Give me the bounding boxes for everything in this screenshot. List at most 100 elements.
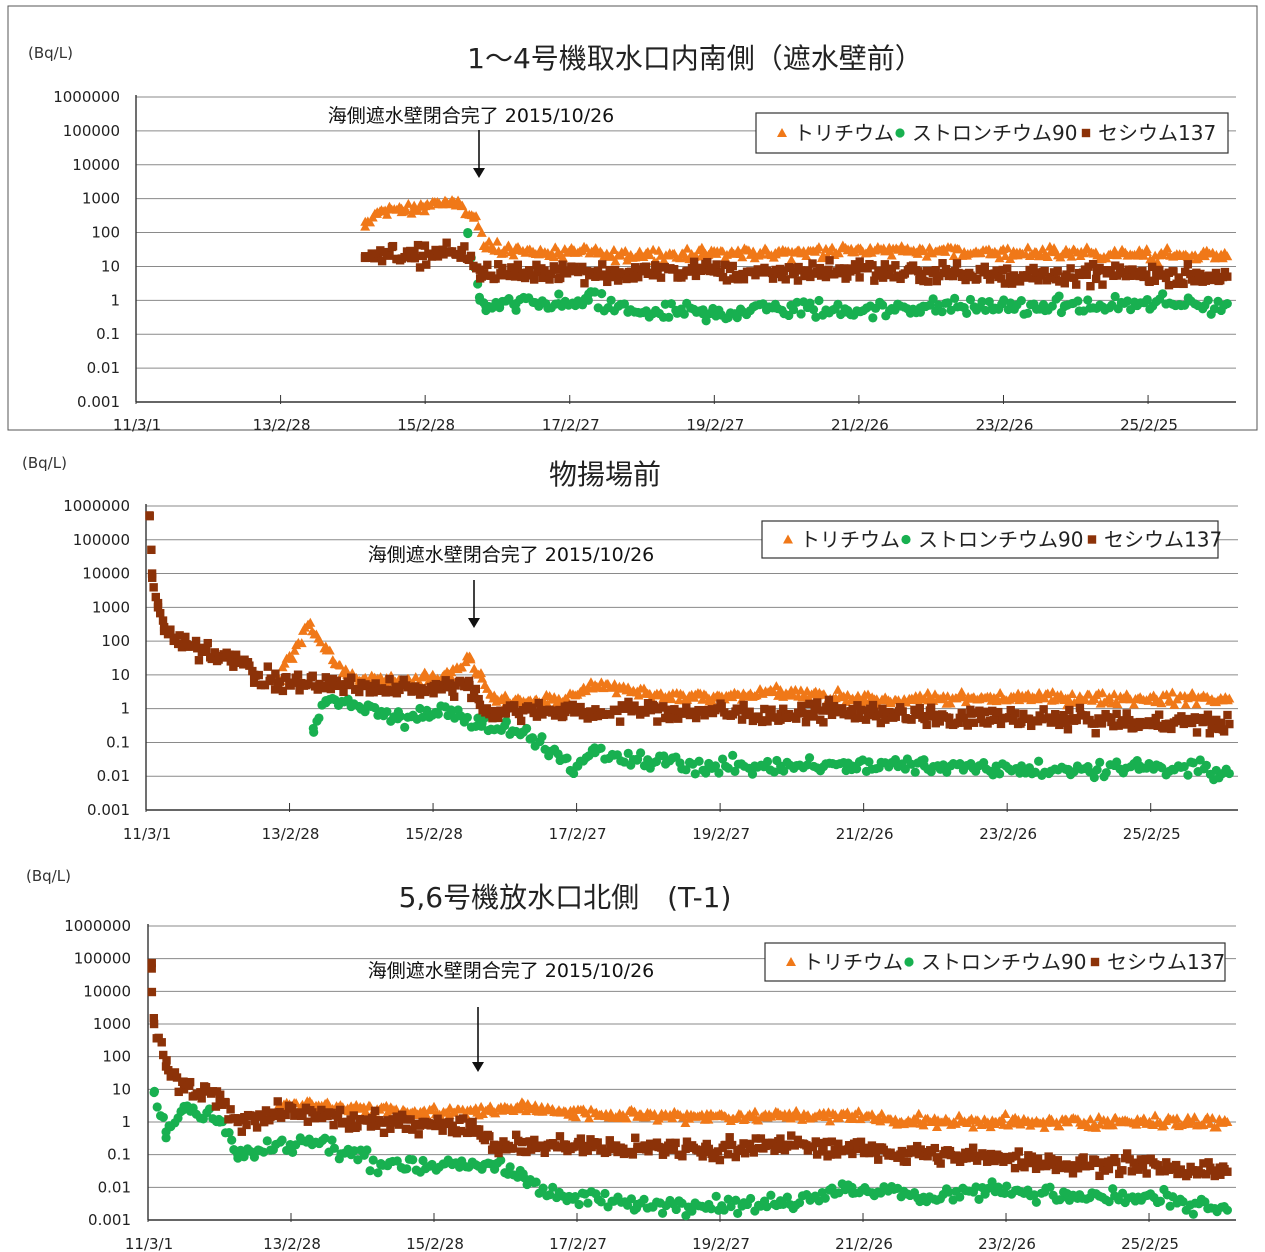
cesium-point: [722, 276, 732, 285]
tritium-point: [1067, 689, 1078, 699]
cesium-point: [390, 1118, 399, 1127]
legend: トリチウム ストロンチウム90 セシウム137: [764, 942, 1226, 982]
strontium-point: [730, 766, 740, 776]
cesium-point: [848, 704, 857, 714]
cesium-point: [1000, 279, 1010, 288]
cesium-point: [920, 714, 929, 724]
cesium-point: [420, 241, 430, 250]
strontium-point: [778, 1199, 788, 1210]
y-axis-unit: (Bq/L): [26, 867, 71, 885]
cesium-point: [739, 700, 748, 710]
cesium-point: [700, 711, 709, 720]
cesium-point: [392, 1112, 401, 1121]
tritium-point: [786, 254, 797, 264]
cesium-point: [1132, 1160, 1141, 1170]
tritium-point: [948, 251, 959, 261]
cesium-point: [787, 1131, 796, 1140]
strontium-point: [548, 1182, 558, 1192]
cesium-point: [530, 1135, 539, 1145]
cesium-point: [891, 712, 900, 721]
cesium-point: [1097, 717, 1107, 727]
cesium-point: [1062, 718, 1071, 727]
cesium-point: [767, 705, 776, 714]
cesium-point: [1007, 279, 1017, 288]
strontium-point: [1142, 294, 1152, 305]
cesium-point: [201, 1083, 211, 1092]
cesium-point: [1203, 710, 1213, 719]
cesium-point: [687, 263, 697, 273]
cesium-point: [1225, 719, 1234, 729]
strontium-point: [723, 1194, 733, 1204]
strontium-point: [1089, 772, 1099, 783]
cesium-point: [1167, 724, 1176, 734]
cesium-point: [576, 1134, 586, 1143]
strontium-point: [762, 1202, 772, 1212]
cesium-point: [593, 1138, 602, 1147]
cesium-point: [727, 1140, 737, 1150]
cesium-point: [809, 712, 818, 721]
cesium-point: [149, 1014, 159, 1023]
cesium-point: [278, 686, 288, 696]
strontium-point: [726, 1201, 736, 1212]
tritium-point: [1156, 698, 1167, 708]
x-tick-label: 15/2/28: [397, 416, 455, 434]
cesium-point: [626, 267, 636, 277]
cesium-point: [980, 707, 990, 717]
strontium-point: [623, 748, 633, 758]
x-tick-label: 11/3/1: [113, 416, 161, 434]
cesium-point: [853, 1144, 863, 1154]
cesium-point: [680, 708, 690, 717]
cesium-point: [1042, 1161, 1051, 1171]
strontium-point: [1112, 757, 1122, 767]
cesium-point: [289, 678, 298, 687]
x-tick-label: 23/2/26: [978, 1235, 1036, 1252]
cesium-point: [467, 693, 476, 703]
cesium-point: [935, 271, 944, 281]
cesium-point: [827, 710, 837, 720]
strontium-point: [382, 707, 392, 717]
cesium-point: [1205, 729, 1214, 738]
cesium-point: [731, 270, 741, 280]
x-tick-label: 23/2/26: [976, 416, 1034, 434]
cesium-point: [529, 275, 539, 284]
y-tick-label: 0.01: [97, 767, 130, 785]
legend-box: [761, 520, 1219, 559]
cesium-point: [938, 259, 947, 268]
cesium-point: [994, 707, 1003, 717]
cesium-point: [386, 1124, 395, 1133]
cesium-point: [347, 673, 356, 682]
cesium-point: [1033, 1154, 1043, 1163]
cesium-point: [1171, 1160, 1181, 1170]
legend: トリチウム ストロンチウム90 セシウム137: [761, 520, 1222, 559]
cesium-point: [1081, 711, 1091, 720]
strontium-point: [224, 1128, 234, 1138]
cesium-point: [891, 261, 900, 270]
tritium-point: [1167, 687, 1178, 697]
cesium-point: [682, 1137, 692, 1146]
cesium-point: [591, 705, 600, 714]
data-points: [360, 195, 1233, 326]
cesium-point: [151, 592, 160, 602]
cesium-point: [245, 661, 254, 670]
cesium-point: [1011, 1151, 1021, 1161]
cesium-point: [545, 275, 554, 284]
cesium-point: [377, 1118, 386, 1127]
tritium-point: [1060, 693, 1071, 703]
tritium-point: [968, 1122, 979, 1132]
cesium-point: [154, 1033, 163, 1043]
y-tick-label: 1000000: [53, 88, 120, 106]
cesium-point: [832, 1150, 842, 1159]
cesium-point: [593, 266, 603, 276]
cesium-point: [1104, 1164, 1114, 1174]
cesium-point: [1065, 705, 1074, 715]
strontium-point: [501, 716, 511, 727]
cesium-point: [172, 1073, 182, 1082]
tritium-point: [703, 1114, 714, 1124]
cesium-point: [170, 1068, 180, 1077]
strontium-point: [227, 1135, 237, 1145]
tritium-point: [279, 658, 290, 668]
x-tick-label: 15/2/28: [406, 1235, 464, 1252]
strontium-point: [983, 1183, 993, 1194]
strontium-point: [400, 722, 410, 732]
cesium-point: [674, 714, 683, 723]
